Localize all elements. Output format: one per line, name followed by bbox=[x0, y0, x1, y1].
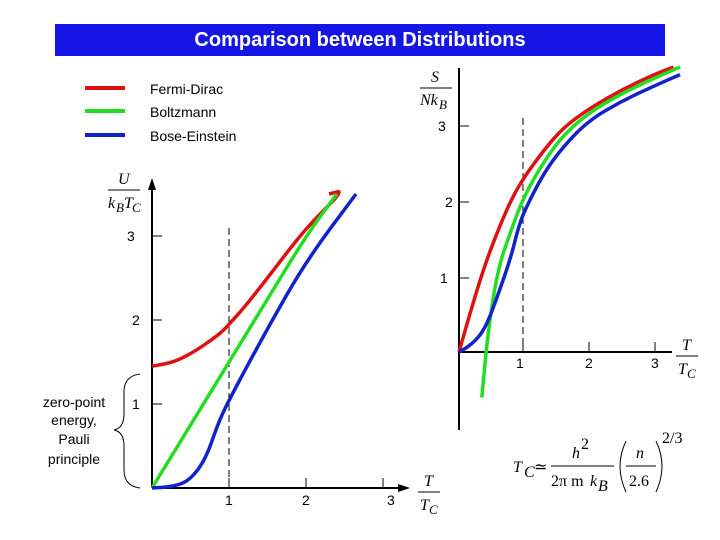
energy-y-axis-label: U k B T C bbox=[108, 171, 141, 215]
entropy-series-fermi-dirac bbox=[457, 65, 675, 353]
entropy-x-axis-label: T T C bbox=[676, 337, 698, 381]
svg-text:T: T bbox=[424, 473, 434, 490]
entropy-y-tick-label-3: 3 bbox=[438, 118, 446, 134]
critical-temperature-formula: T C ≃ h 2 2π m k B n 2.6 2/3 bbox=[513, 430, 682, 495]
svg-text:B: B bbox=[439, 97, 447, 112]
svg-text:2.6: 2.6 bbox=[629, 473, 649, 490]
svg-text:Nk: Nk bbox=[419, 92, 439, 109]
energy-y-axis-arrow bbox=[148, 178, 156, 190]
legend: Fermi-Dirac Boltzmann Bose-Einstein bbox=[85, 81, 236, 144]
svg-text:T: T bbox=[513, 459, 523, 476]
annotation-line-4: principle bbox=[48, 451, 100, 467]
svg-text:k: k bbox=[590, 473, 598, 490]
svg-text:T: T bbox=[420, 497, 430, 514]
entropy-x-tick-label-3: 3 bbox=[651, 355, 659, 371]
energy-y-tick-label-1: 1 bbox=[132, 396, 140, 412]
svg-text:h: h bbox=[572, 445, 580, 462]
svg-text:C: C bbox=[524, 464, 535, 481]
energy-x-tick-label-2: 2 bbox=[302, 492, 310, 508]
svg-text:T: T bbox=[682, 337, 692, 354]
legend-label-fermi-dirac: Fermi-Dirac bbox=[150, 81, 223, 97]
energy-y-tick-label-2: 2 bbox=[132, 312, 140, 328]
entropy-plot-axes: 3 2 1 1 2 3 S Nk B T T C bbox=[419, 68, 698, 430]
entropy-x-tick-label-2: 2 bbox=[585, 355, 593, 371]
annotation-line-3: Pauli bbox=[58, 431, 89, 447]
svg-text:≃: ≃ bbox=[534, 459, 547, 476]
svg-text:T: T bbox=[124, 195, 134, 212]
energy-x-axis-label: T T C bbox=[418, 473, 440, 517]
svg-text:k: k bbox=[108, 195, 116, 212]
svg-text:2π m: 2π m bbox=[551, 473, 584, 490]
svg-text:C: C bbox=[687, 366, 696, 381]
entropy-y-axis-label: S Nk B bbox=[419, 69, 452, 112]
svg-text:B: B bbox=[598, 478, 608, 495]
annotation-brace bbox=[113, 373, 141, 489]
svg-text:2/3: 2/3 bbox=[662, 430, 682, 447]
svg-text:2: 2 bbox=[581, 436, 589, 453]
entropy-y-tick-label-1: 1 bbox=[440, 270, 448, 286]
energy-x-tick-label-3: 3 bbox=[387, 492, 395, 508]
svg-text:B: B bbox=[116, 200, 124, 215]
zero-point-annotation: zero-point energy, Pauli principle bbox=[43, 373, 141, 489]
svg-text:T: T bbox=[678, 361, 688, 378]
entropy-curves bbox=[457, 65, 681, 398]
energy-y-tick-label-3: 3 bbox=[127, 228, 135, 244]
energy-plot-axes: 3 2 1 1 2 3 U k B T C T T C bbox=[108, 171, 440, 517]
svg-text:C: C bbox=[429, 502, 438, 517]
entropy-x-tick-label-1: 1 bbox=[516, 355, 524, 371]
annotation-line-1: zero-point bbox=[43, 394, 105, 410]
svg-text:S: S bbox=[431, 69, 439, 86]
entropy-y-tick-label-2: 2 bbox=[445, 194, 453, 210]
svg-text:n: n bbox=[636, 445, 644, 462]
energy-series-bose-einstein bbox=[151, 192, 358, 490]
legend-label-boltzmann: Boltzmann bbox=[150, 104, 216, 120]
energy-series-boltzmann bbox=[150, 192, 339, 489]
energy-curves bbox=[150, 189, 358, 490]
legend-label-bose-einstein: Bose-Einstein bbox=[150, 128, 236, 144]
energy-x-axis-arrow bbox=[398, 484, 410, 492]
energy-x-tick-label-1: 1 bbox=[225, 492, 233, 508]
chart-title: Comparison between Distributions bbox=[55, 24, 665, 56]
annotation-line-2: energy, bbox=[51, 412, 97, 428]
svg-text:U: U bbox=[118, 171, 131, 188]
entropy-series-bose-einstein bbox=[458, 72, 681, 354]
svg-text:C: C bbox=[132, 200, 141, 215]
energy-series-fermi-dirac bbox=[151, 189, 341, 368]
